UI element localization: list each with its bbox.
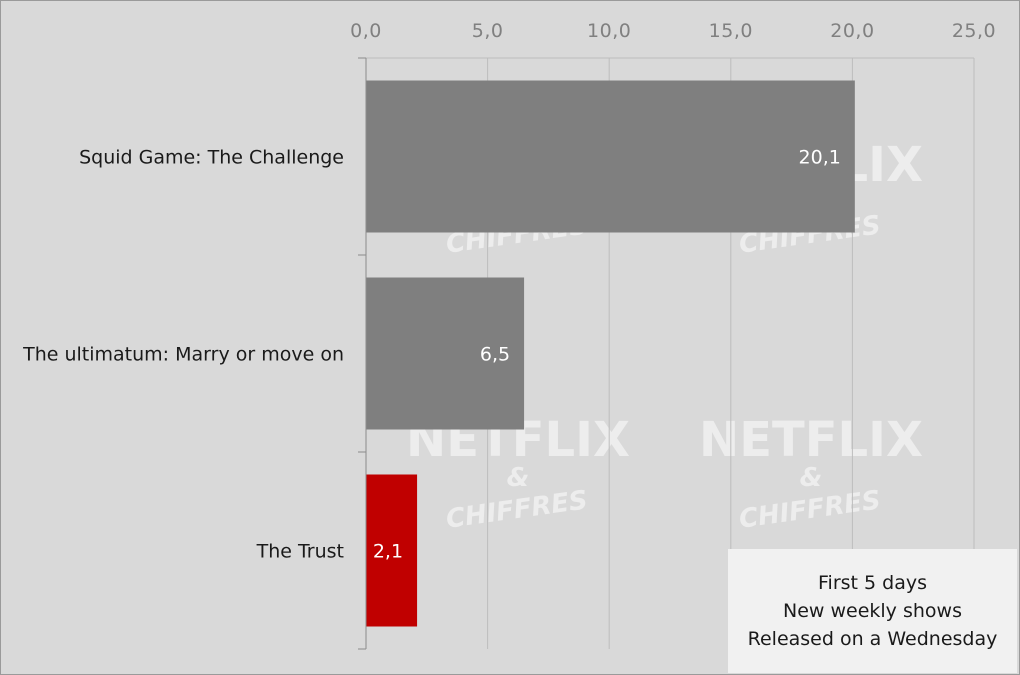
bar-value-label: 6,5 bbox=[480, 344, 510, 366]
bar bbox=[366, 474, 418, 627]
axis-layer: 0,0 5,0 10,0 15,0 20,0 25,0 bbox=[350, 20, 996, 650]
category-label: The Trust bbox=[256, 541, 344, 563]
x-tick-label: 10,0 bbox=[587, 20, 631, 42]
note-line-3: Released on a Wednesday bbox=[747, 628, 998, 650]
bar bbox=[366, 80, 855, 233]
watermark-3: NETFLIX&CHIFFRES bbox=[406, 412, 630, 535]
bars-layer bbox=[366, 80, 855, 627]
x-tick-label: 5,0 bbox=[472, 20, 504, 42]
note-box: First 5 days New weekly shows Released o… bbox=[728, 549, 1017, 673]
x-tick-label: 20,0 bbox=[830, 20, 874, 42]
bar bbox=[366, 277, 525, 430]
x-tick-label: 15,0 bbox=[709, 20, 753, 42]
watermark-amp-text: & bbox=[800, 463, 823, 493]
x-tick-label: 25,0 bbox=[952, 20, 996, 42]
labels-layer: Squid Game: The Challenge 20,1 The ultimat… bbox=[22, 147, 841, 563]
category-label: The ultimatum: Marry or move on bbox=[22, 344, 344, 366]
note-line-2: New weekly shows bbox=[783, 600, 962, 622]
bar-value-label: 2,1 bbox=[373, 541, 403, 563]
watermark-amp-text: & bbox=[507, 463, 530, 493]
watermark-netflix-text: NETFLIX bbox=[699, 412, 923, 468]
bar-value-label: 20,1 bbox=[799, 147, 841, 169]
category-label: Squid Game: The Challenge bbox=[79, 147, 344, 169]
watermark-4: NETFLIX&CHIFFRES bbox=[699, 412, 923, 535]
note-line-1: First 5 days bbox=[818, 572, 927, 594]
x-tick-label: 0,0 bbox=[350, 20, 382, 42]
